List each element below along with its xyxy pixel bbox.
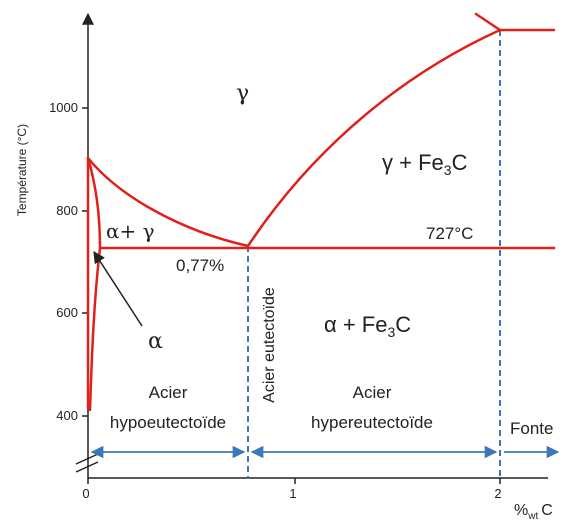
alpha-phase-label: α <box>148 329 163 354</box>
hypereutectoid-label-line1: Acier <box>353 383 392 402</box>
gamma-phase-label: γ <box>236 81 249 106</box>
eutectoid-temperature-label: 727°C <box>426 224 473 243</box>
x-tick-label: 0 <box>82 486 89 501</box>
axis-break-mark <box>75 453 99 465</box>
alpha-cementite-label: α + Fe3C <box>324 312 411 340</box>
hypoeutectoid-label-line2: hypoeutectoïde <box>110 413 226 432</box>
y-tick-label: 800 <box>56 203 78 218</box>
alpha-pointer-arrow <box>93 250 143 327</box>
a3-line <box>86 156 250 248</box>
eutectoid-composition-label: 0,77% <box>176 256 224 275</box>
y-axis-title: Température (°C) <box>15 124 29 216</box>
x-tick-label: 2 <box>494 486 501 501</box>
gamma-cementite-label: γ + Fe3C <box>382 150 468 178</box>
hypereutectoid-label-line2: hypereutectoïde <box>311 413 433 432</box>
alpha-solubility-line <box>88 246 102 412</box>
axis-break-mark <box>75 461 99 473</box>
eutectoid-steel-label: Acier eutectoïde <box>261 287 278 403</box>
y-tick-label: 400 <box>56 408 78 423</box>
cast-iron-label: Fonte <box>510 419 553 438</box>
x-axis-title: %wt C <box>514 502 553 522</box>
liquidus-segment <box>474 12 502 32</box>
y-tick-label: 600 <box>56 305 78 320</box>
y-tick-label: 1000 <box>49 100 78 115</box>
alpha-solvus-line <box>86 156 102 250</box>
hypoeutectoid-label-line1: Acier <box>149 383 188 402</box>
acm-line <box>246 28 502 248</box>
x-tick-label: 1 <box>289 486 296 501</box>
alpha-gamma-label: α+ γ <box>106 219 155 243</box>
